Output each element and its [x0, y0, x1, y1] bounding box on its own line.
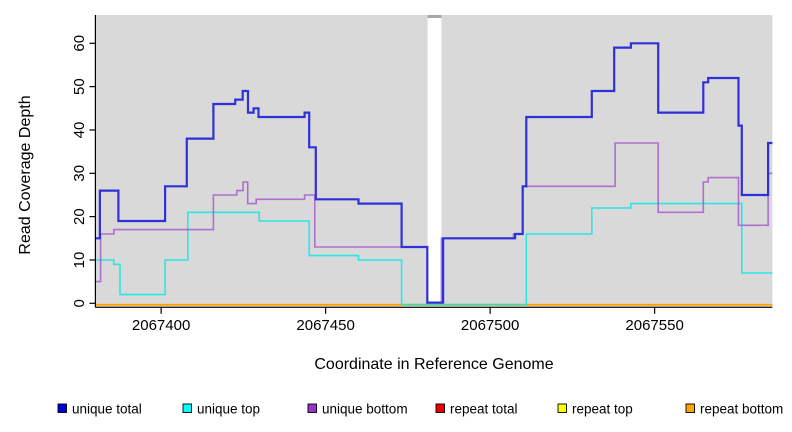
legend-label: unique top [197, 402, 260, 417]
legend-item-repeat-top: repeat top [557, 402, 633, 417]
plot-panel [96, 15, 773, 308]
y-tick-label: 50 [71, 78, 88, 95]
y-tick-label: 0 [71, 299, 88, 307]
legend-item-repeat-bottom: repeat bottom [685, 402, 783, 417]
y-tick-label: 10 [71, 252, 88, 269]
masked-gap-band [427, 18, 442, 302]
x-tick-label: 2067450 [296, 317, 354, 334]
y-axis-title: Read Coverage Depth [17, 95, 34, 254]
legend-label: unique total [72, 402, 142, 417]
y-tick-label: 20 [71, 208, 88, 225]
legend-swatch [685, 403, 695, 413]
legend-label: unique bottom [322, 402, 408, 417]
x-tick-label: 2067500 [461, 317, 519, 334]
legend-label: repeat total [450, 402, 518, 417]
y-tick-label: 30 [71, 165, 88, 182]
x-tick-label: 2067400 [132, 317, 190, 334]
y-tick-label: 40 [71, 122, 88, 139]
y-tick-label: 60 [71, 35, 88, 52]
x-axis-title: Coordinate in Reference Genome [314, 356, 553, 373]
legend-swatch [557, 403, 567, 413]
legend-item-repeat-total: repeat total [435, 402, 518, 417]
legend-swatch [435, 403, 445, 413]
legend-label: repeat bottom [700, 402, 783, 417]
legend: unique total unique top unique bottom repea… [57, 402, 783, 417]
legend-swatch [57, 403, 67, 413]
gap-band-cap [427, 15, 442, 18]
series-line-unique-top [96, 202, 773, 306]
legend-item-unique-top: unique top [182, 402, 260, 417]
legend-swatch [307, 403, 317, 413]
axes: 0 10 20 30 40 50 60 2067400 2067450 2067500 206755… [71, 15, 773, 334]
x-tick-label: 2067550 [625, 317, 683, 334]
series-line-unique-total [96, 42, 773, 304]
legend-item-unique-bottom: unique bottom [307, 402, 408, 417]
axis-lines [94, 15, 773, 308]
series-lines [96, 42, 773, 306]
legend-item-unique-total: unique total [57, 402, 142, 417]
legend-swatch [182, 403, 192, 413]
legend-label: repeat top [572, 402, 633, 417]
